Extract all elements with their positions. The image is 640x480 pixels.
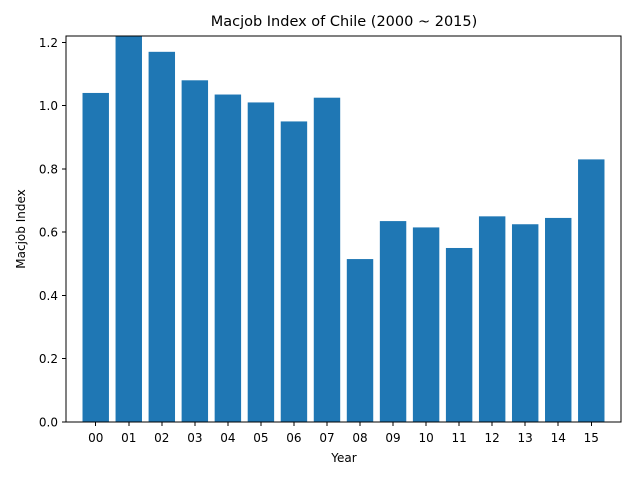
x-axis-label: Year [330, 451, 356, 465]
x-tick-label: 09 [385, 431, 400, 445]
x-tick-label: 03 [187, 431, 202, 445]
bar-03 [181, 80, 209, 423]
x-tick-label: 15 [584, 431, 599, 445]
bar-14 [545, 217, 572, 422]
bar-00 [82, 92, 109, 422]
x-tick-label: 01 [121, 431, 136, 445]
bar-15 [578, 159, 605, 422]
x-tick-label: 13 [518, 431, 533, 445]
y-tick-label: 0.8 [39, 162, 58, 176]
y-tick-label: 0.4 [39, 289, 58, 303]
x-tick-label: 11 [451, 431, 466, 445]
x-tick-label: 10 [418, 431, 433, 445]
x-tick-label: 08 [352, 431, 367, 445]
bar-13 [511, 224, 539, 422]
x-tick-label: 02 [154, 431, 169, 445]
bar-10 [412, 227, 440, 422]
x-ticks-group: 00 01 02 03 04 05 06 07 08 09 10 11 12 13 14 15 [88, 422, 599, 445]
y-tick-label: 1.0 [39, 99, 58, 113]
x-tick-label: 12 [485, 431, 500, 445]
bars-group [82, 36, 605, 423]
bar-12 [478, 216, 506, 422]
bar-07 [313, 97, 341, 422]
y-ticks-group: 0.0 0.2 0.4 0.6 0.8 1.0 1.2 [39, 36, 66, 430]
bar-05 [247, 102, 275, 422]
x-tick-label: 14 [551, 431, 566, 445]
y-tick-label: 0.0 [39, 416, 58, 430]
bar-01 [115, 36, 142, 422]
bar-11 [445, 247, 473, 422]
bar-04 [214, 94, 242, 422]
bar-06 [280, 121, 308, 423]
y-axis-label: Macjob Index [14, 189, 28, 268]
bar-09 [379, 221, 407, 422]
chart-title: Macjob Index of Chile (2000 ~ 2015) [211, 14, 478, 30]
y-tick-label: 1.2 [39, 36, 58, 50]
y-tick-label: 0.6 [39, 226, 58, 240]
plot-frame [65, 35, 622, 423]
x-tick-label: 07 [319, 431, 334, 445]
bar-02 [148, 51, 176, 422]
x-tick-label: 04 [220, 431, 235, 445]
x-tick-label: 05 [253, 431, 268, 445]
x-tick-label: 06 [286, 431, 301, 445]
x-tick-label: 00 [88, 431, 103, 445]
bar-08 [346, 259, 374, 422]
y-tick-label: 0.2 [39, 352, 58, 366]
